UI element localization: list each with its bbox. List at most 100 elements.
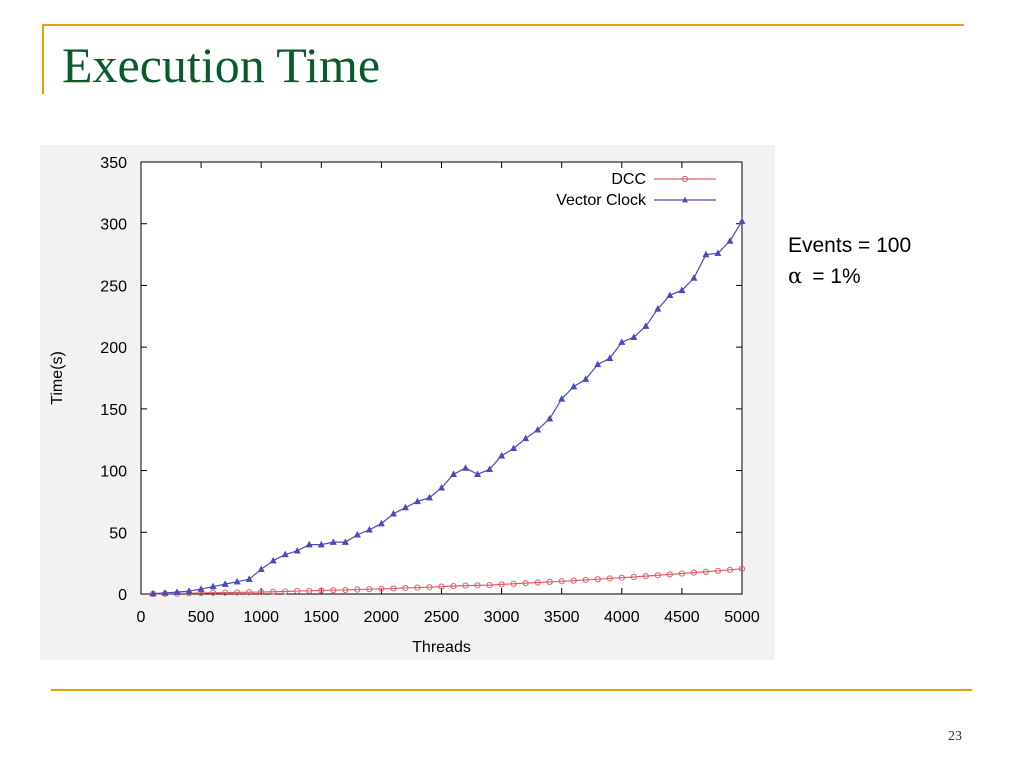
legend-marker-circle — [681, 175, 689, 183]
data-point-triangle — [618, 338, 626, 345]
data-point-triangle — [197, 585, 205, 592]
data-point-triangle — [281, 550, 289, 558]
data-point-triangle — [329, 538, 337, 545]
data-point-triangle — [690, 274, 698, 281]
data-point-circle — [222, 589, 229, 596]
data-point-triangle — [546, 414, 554, 422]
data-point-triangle — [293, 546, 301, 554]
data-point-circle — [462, 582, 469, 589]
data-point-triangle — [185, 587, 193, 594]
x-tick-label: 2000 — [364, 609, 400, 626]
data-point-circle — [342, 586, 349, 594]
data-point-circle — [414, 584, 421, 591]
title-frame-left-rule — [42, 24, 44, 94]
data-point-circle — [246, 589, 253, 596]
data-point-triangle — [413, 497, 421, 505]
data-point-triangle — [221, 580, 229, 587]
x-tick-label: 5000 — [724, 609, 760, 626]
data-point-triangle — [269, 556, 277, 564]
data-point-circle — [378, 585, 385, 592]
data-point-triangle — [702, 250, 710, 258]
data-point-circle — [438, 583, 445, 590]
data-point-circle — [306, 587, 313, 594]
data-point-circle — [570, 577, 577, 584]
data-point-circle — [714, 567, 722, 574]
parameter-note: Events = 100 α = 1% — [788, 231, 911, 292]
data-point-circle — [546, 578, 553, 586]
data-point-triangle — [714, 249, 722, 257]
data-point-triangle — [401, 503, 409, 511]
x-tick-label: 1500 — [304, 609, 340, 626]
data-point-circle — [702, 568, 710, 575]
legend-label: Vector Clock — [556, 192, 647, 209]
data-point-circle — [534, 579, 541, 586]
page-number: 23 — [948, 729, 962, 744]
data-point-triangle — [377, 519, 385, 527]
alpha-line: α = 1% — [788, 261, 911, 292]
y-tick-label: 200 — [100, 340, 127, 357]
y-tick-label: 100 — [100, 464, 127, 481]
data-point-circle — [642, 573, 649, 580]
data-point-triangle — [209, 582, 217, 590]
events-text: Events = 100 — [788, 234, 912, 257]
data-point-circle — [330, 587, 337, 594]
x-tick-label: 0 — [137, 609, 146, 626]
data-point-circle — [510, 580, 517, 587]
data-point-triangle — [666, 291, 674, 299]
data-point-circle — [654, 572, 661, 579]
data-point-triangle — [726, 237, 734, 244]
data-point-triangle — [173, 588, 181, 595]
data-point-triangle — [678, 286, 686, 294]
data-point-triangle — [594, 360, 602, 368]
data-point-circle — [594, 576, 601, 583]
data-point-triangle — [462, 464, 470, 471]
y-tick-label: 250 — [100, 278, 127, 295]
data-point-triangle — [498, 451, 506, 459]
data-point-circle — [258, 588, 265, 596]
data-point-triangle — [738, 217, 746, 224]
x-tick-label: 3500 — [544, 609, 580, 626]
data-point-circle — [690, 569, 698, 576]
data-point-triangle — [474, 470, 482, 477]
data-point-circle — [558, 578, 565, 585]
data-point-circle — [498, 581, 505, 588]
data-point-circle — [630, 573, 637, 581]
data-point-circle — [354, 586, 361, 593]
slide-title: Execution Time — [62, 37, 381, 93]
data-point-circle — [486, 582, 493, 589]
x-tick-label: 1000 — [243, 609, 279, 626]
data-point-circle — [618, 574, 625, 581]
data-point-circle — [234, 589, 241, 596]
data-point-triangle — [570, 382, 578, 390]
data-point-circle — [426, 584, 433, 591]
data-point-triangle — [389, 509, 397, 517]
data-point-triangle — [654, 305, 662, 312]
data-point-circle — [678, 570, 686, 577]
y-tick-label: 50 — [109, 525, 127, 542]
data-point-triangle — [305, 540, 313, 548]
data-point-triangle — [486, 465, 494, 473]
data-point-triangle — [630, 333, 638, 340]
x-tick-label: 3000 — [484, 609, 520, 626]
data-point-circle — [738, 565, 746, 572]
y-tick-label: 300 — [100, 217, 127, 234]
series-line-0 — [153, 568, 743, 595]
data-point-circle — [582, 576, 589, 584]
footer-rule — [51, 689, 972, 691]
x-tick-label: 2500 — [424, 609, 460, 626]
data-point-circle — [474, 582, 481, 589]
x-tick-label: 500 — [188, 609, 215, 626]
data-point-triangle — [257, 565, 265, 573]
data-point-triangle — [558, 395, 566, 402]
data-point-circle — [726, 566, 734, 573]
data-point-circle — [450, 583, 457, 590]
legend-label: DCC — [611, 171, 646, 188]
data-point-triangle — [341, 538, 349, 545]
data-point-triangle — [317, 540, 325, 548]
data-point-triangle — [510, 444, 518, 452]
data-point-triangle — [582, 375, 590, 382]
data-point-circle — [282, 588, 289, 595]
data-point-circle — [390, 585, 397, 592]
data-point-triangle — [353, 530, 361, 538]
